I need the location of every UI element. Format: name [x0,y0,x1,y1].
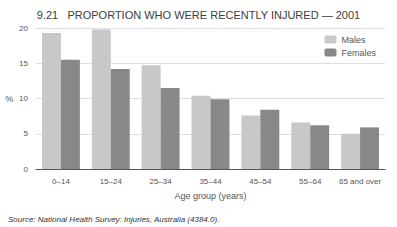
svg-text:Females: Females [341,48,376,58]
svg-text:35–44: 35–44 [199,177,222,186]
svg-text:Males: Males [341,35,366,45]
svg-text:45–54: 45–54 [249,177,272,186]
svg-text:%: % [5,94,13,104]
svg-text:20: 20 [19,24,28,33]
svg-text:5: 5 [24,129,29,138]
svg-text:15–24: 15–24 [100,177,123,186]
svg-text:10: 10 [19,94,28,103]
svg-text:65 and over: 65 and over [339,177,382,186]
svg-text:15: 15 [19,59,28,68]
svg-text:0: 0 [24,165,29,174]
svg-text:Age group (years): Age group (years) [174,191,246,201]
svg-text:25–34: 25–34 [150,177,173,186]
svg-text:0–14: 0–14 [52,177,70,186]
svg-text:55–64: 55–64 [299,177,322,186]
svg-text:Source: National Health Survey: Source: National Health Survey: Injuries… [8,215,219,224]
svg-text:9.21 PROPORTION WHO WERE REC: 9.21 PROPORTION WHO WERE RECENTLY INJURE… [37,9,360,21]
